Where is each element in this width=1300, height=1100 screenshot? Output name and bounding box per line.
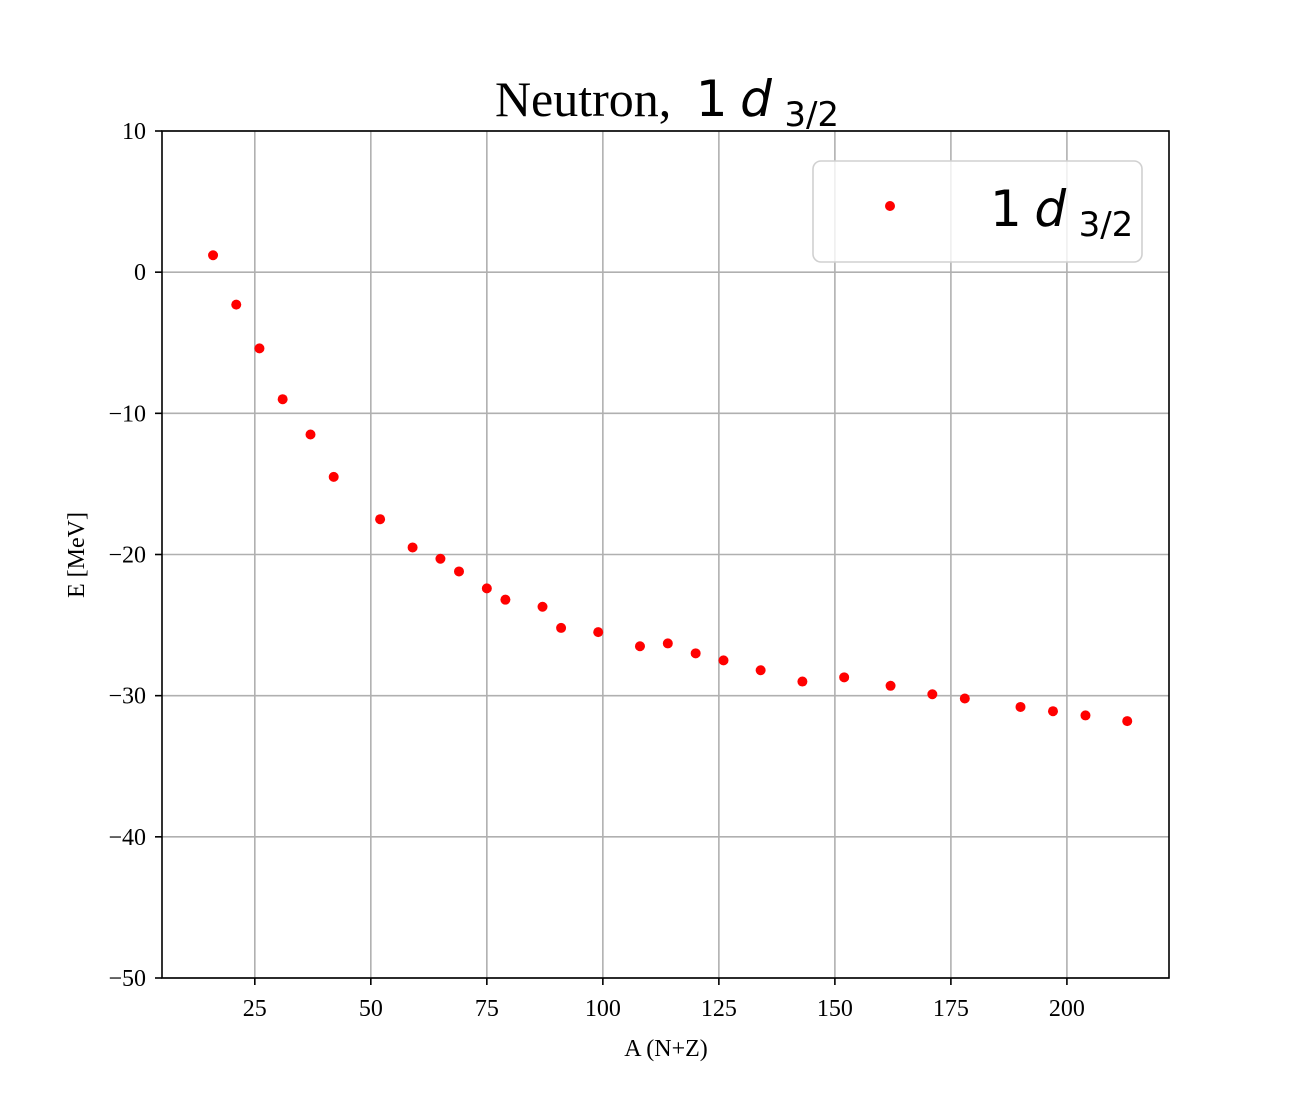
y-tick-label: −50 [108, 966, 146, 992]
chart-title: Neutron, 1 d 3/2 [495, 70, 839, 135]
data-point [1122, 716, 1133, 727]
data-point [277, 394, 288, 405]
title-main: Neutron, [495, 71, 671, 127]
data-point [208, 250, 219, 261]
x-tick-label: 175 [933, 996, 969, 1022]
data-point [305, 429, 316, 440]
legend-label-letter: d [1034, 180, 1066, 238]
data-point [927, 689, 938, 700]
x-axis-label: A (N+Z) [624, 1036, 708, 1062]
y-axis-label: E [MeV] [64, 512, 90, 598]
data-point [839, 672, 850, 683]
x-tick-label: 200 [1049, 996, 1085, 1022]
data-point [500, 594, 511, 605]
x-ticks: 25 50 75 100 125 150 175 200 [243, 978, 1085, 1022]
data-point [755, 665, 766, 676]
x-tick-label: 50 [359, 996, 383, 1022]
data-points [208, 250, 1133, 727]
y-tick-label: 0 [134, 260, 146, 286]
data-point [1015, 701, 1026, 712]
y-tick-label: −20 [108, 543, 146, 569]
data-point [537, 601, 548, 612]
legend-label-subscript: 3/2 [1079, 205, 1134, 245]
data-point [885, 680, 896, 691]
data-point [481, 583, 492, 594]
legend-box [812, 160, 1143, 263]
data-point [959, 693, 970, 704]
y-tick-label: −30 [108, 684, 146, 710]
data-point [407, 542, 418, 553]
x-tick-label: 75 [475, 996, 499, 1022]
data-point [690, 648, 701, 659]
y-tick-label: −40 [108, 825, 146, 851]
x-tick-label: 100 [585, 996, 621, 1022]
y-tick-label: −10 [108, 401, 146, 427]
legend-label: 1 d 3/2 [990, 180, 1133, 245]
x-tick-label: 150 [817, 996, 853, 1022]
legend: 1 d 3/2 [812, 160, 1143, 263]
legend-marker [885, 201, 895, 211]
data-point [718, 655, 729, 666]
data-point [634, 641, 645, 652]
data-point [328, 471, 339, 482]
title-subscript: 3/2 [784, 95, 839, 135]
data-point [1080, 710, 1091, 721]
data-point [662, 638, 673, 649]
title-orbital-prefix: 1 [696, 70, 728, 128]
data-point [593, 627, 604, 638]
data-point [254, 343, 265, 354]
data-point [453, 566, 464, 577]
y-tick-label: 10 [122, 119, 146, 145]
legend-label-prefix: 1 [990, 180, 1022, 238]
data-point [375, 514, 386, 525]
x-tick-label: 125 [701, 996, 737, 1022]
x-tick-label: 25 [243, 996, 267, 1022]
data-point [435, 553, 446, 564]
data-point [556, 622, 567, 633]
y-ticks: 10 0 −10 −20 −30 −40 −50 [108, 119, 162, 992]
data-point [797, 676, 808, 687]
title-orbital-letter: d [740, 70, 772, 128]
data-point [231, 299, 242, 310]
data-point [1047, 706, 1058, 717]
